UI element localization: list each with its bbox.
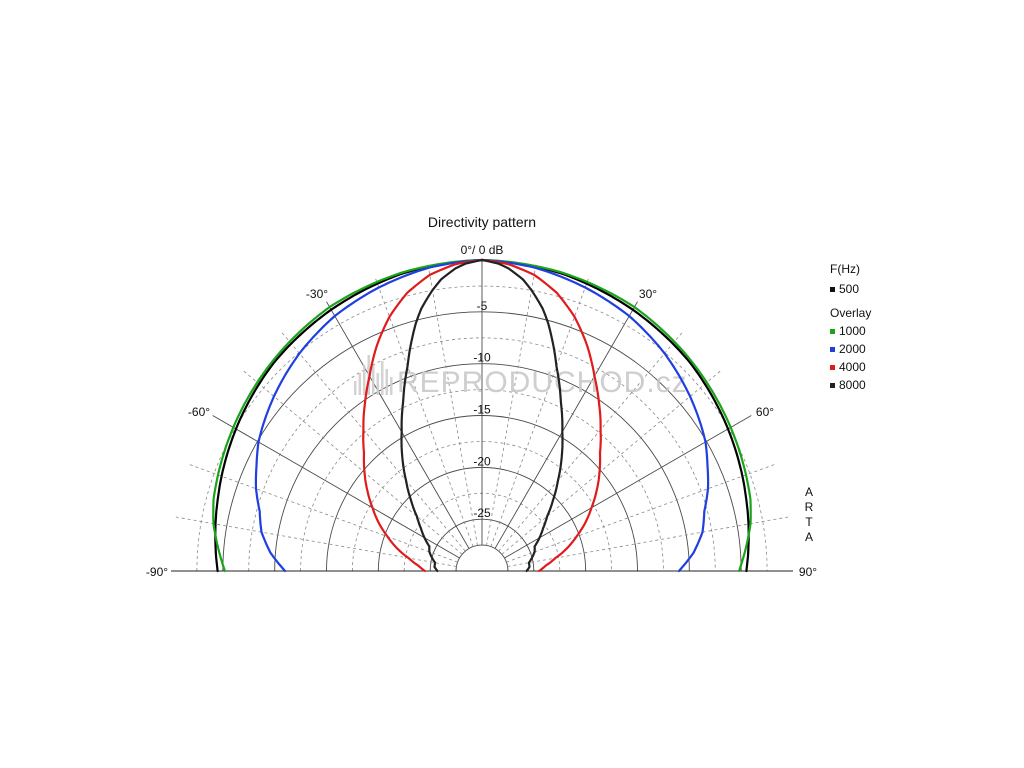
radial-tick-label: -10 bbox=[473, 351, 491, 365]
watermark-bar bbox=[363, 365, 366, 395]
grid-ring-minor bbox=[352, 441, 612, 572]
legend-label-1000: 1000 bbox=[839, 324, 866, 338]
grid-spoke-major bbox=[494, 301, 638, 549]
arta-label: A R T A bbox=[805, 485, 814, 544]
arta-letter: T bbox=[805, 515, 813, 529]
watermark-text: REPRODUCHOD.cz bbox=[397, 366, 688, 399]
angle-label-neg30: -30° bbox=[306, 287, 328, 301]
chart-title: Directivity pattern bbox=[428, 214, 536, 230]
angle-labels: 0°/ 0 dB -30° 30° -60° 60° -90° 90° bbox=[146, 243, 817, 579]
legend-label-500: 500 bbox=[839, 282, 859, 296]
grid-spoke-minor bbox=[507, 516, 789, 567]
radial-tick-label: -25 bbox=[473, 506, 491, 520]
legend-swatch-2000 bbox=[830, 347, 835, 352]
grid-spoke-major bbox=[212, 415, 460, 559]
legend: F(Hz) 500 Overlay 1000 2000 4000 8000 bbox=[830, 262, 871, 392]
watermark-bar bbox=[372, 365, 375, 395]
angle-label-top: 0°/ 0 dB bbox=[461, 243, 504, 257]
watermark-bar bbox=[381, 361, 384, 395]
legend-overlay-header: Overlay bbox=[830, 306, 871, 320]
grid-spoke-major bbox=[326, 301, 470, 549]
legend-header: F(Hz) bbox=[830, 262, 860, 276]
radial-tick-labels: -5 -10 -15 -20 -25 bbox=[473, 299, 491, 520]
polar-grid bbox=[171, 260, 793, 572]
arta-letter: A bbox=[805, 485, 813, 499]
watermark-bar bbox=[358, 373, 361, 395]
grid-spoke-major bbox=[504, 415, 752, 559]
angle-label-neg90: -90° bbox=[146, 565, 168, 579]
legend-label-8000: 8000 bbox=[839, 378, 866, 392]
arta-letter: A bbox=[805, 530, 813, 544]
angle-label-pos60: 60° bbox=[756, 405, 774, 419]
grid-spoke-minor bbox=[486, 264, 537, 546]
angle-label-pos90: 90° bbox=[799, 565, 817, 579]
radial-tick-label: -20 bbox=[473, 454, 491, 468]
series-curves bbox=[212, 258, 752, 573]
legend-swatch-4000 bbox=[830, 365, 835, 370]
legend-swatch-1000 bbox=[830, 329, 835, 334]
watermark-bar bbox=[376, 373, 379, 395]
watermark-bar bbox=[354, 381, 357, 395]
radial-tick-label: -5 bbox=[477, 299, 488, 313]
arta-letter: R bbox=[805, 500, 814, 514]
legend-label-2000: 2000 bbox=[839, 342, 866, 356]
angle-label-neg60: -60° bbox=[188, 405, 210, 419]
grid-spoke-minor bbox=[175, 516, 457, 567]
legend-swatch-500 bbox=[830, 287, 835, 292]
watermark-bar bbox=[390, 377, 393, 395]
legend-swatch-8000 bbox=[830, 383, 835, 388]
grid-spoke-minor bbox=[427, 264, 478, 546]
radial-tick-label: -15 bbox=[473, 403, 491, 417]
watermark-bar bbox=[385, 369, 388, 395]
grid-center-cap bbox=[455, 544, 509, 572]
series-line-8000 bbox=[400, 258, 564, 573]
legend-label-4000: 4000 bbox=[839, 360, 866, 374]
angle-label-pos30: 30° bbox=[639, 287, 657, 301]
watermark: REPRODUCHOD.cz bbox=[354, 355, 688, 399]
